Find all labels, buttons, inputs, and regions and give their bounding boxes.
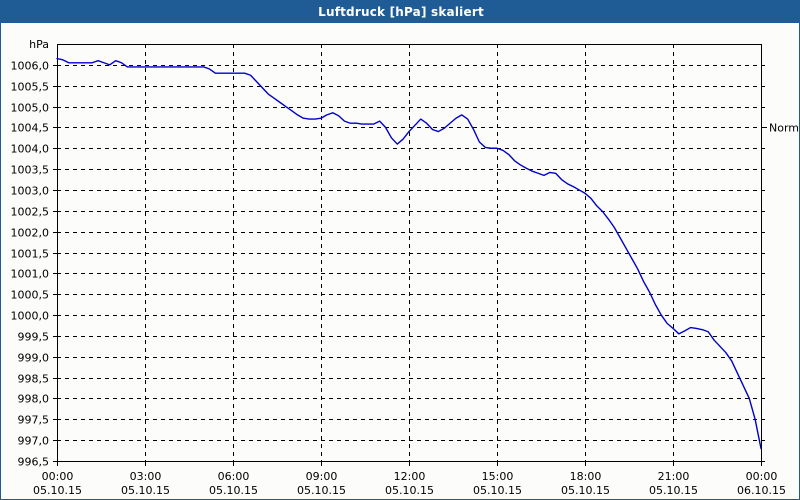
chart-canvas: 1006,0 1005,5 1005,0 1004,5 1004,0 1003,5 1003…	[1, 23, 799, 499]
x-axis-date-label: 05.10.15	[297, 484, 346, 497]
x-axis-time-label: 06:00	[218, 470, 250, 483]
y-axis-tick-label: 1001,5	[11, 248, 50, 261]
pressure-line-chart: 1006,0 1005,5 1005,0 1004,5 1004,0 1003,5 1003…	[11, 38, 800, 497]
gridlines	[57, 44, 761, 462]
window-title-bar: Luftdruck [hPa] skaliert	[1, 1, 800, 23]
annotations: Normal	[761, 122, 799, 135]
plot-frame	[57, 44, 762, 462]
y-axis-labels: 1006,0 1005,5 1005,0 1004,5 1004,0 1003,5 1003…	[11, 38, 50, 469]
y-axis-tick-label: 1003,5	[11, 164, 50, 177]
y-axis-tick-label: 1002,0	[11, 227, 50, 240]
y-axis-tick-label: 1005,0	[11, 102, 50, 115]
x-axis-date-label: 05.10.15	[121, 484, 170, 497]
y-axis-tick-label: 996,5	[18, 456, 50, 469]
y-axis-tick-label: 998,5	[18, 373, 50, 386]
x-axis-time-label: 00:00	[42, 470, 74, 483]
y-axis-unit-label: hPa	[29, 38, 49, 51]
y-axis-tick-label: 997,0	[18, 435, 50, 448]
y-axis-tick-label: 999,0	[18, 352, 50, 365]
x-axis-time-label: 18:00	[570, 470, 602, 483]
x-axis-time-label: 21:00	[658, 470, 690, 483]
x-axis-date-label: 05.10.15	[561, 484, 610, 497]
x-axis-time-label: 03:00	[130, 470, 162, 483]
y-axis-tick-label: 1006,0	[11, 60, 50, 73]
x-axis-time-label: 00:00	[746, 470, 778, 483]
y-axis-tick-label: 1003,0	[11, 185, 50, 198]
data-series	[56, 57, 762, 450]
x-axis-labels: 00:0005.10.1503:0005.10.1506:0005.10.150…	[33, 470, 786, 497]
y-axis-tick-label: 1004,5	[11, 122, 50, 135]
normal-annotation-label: Normal	[769, 122, 799, 135]
y-axis-tick-label: 1004,0	[11, 143, 50, 156]
pressure-data-line	[56, 57, 762, 450]
x-axis-time-label: 15:00	[482, 470, 514, 483]
y-axis-tick-label: 1002,5	[11, 206, 50, 219]
x-axis-date-label: 06.10.15	[737, 484, 786, 497]
window-title: Luftdruck [hPa] skaliert	[318, 5, 484, 19]
y-axis-tick-label: 1000,5	[11, 289, 50, 302]
axes	[53, 44, 765, 466]
x-axis-date-label: 05.10.15	[385, 484, 434, 497]
x-axis-time-label: 12:00	[394, 470, 426, 483]
x-axis-date-label: 05.10.15	[649, 484, 698, 497]
y-axis-tick-label: 1005,5	[11, 81, 50, 94]
y-axis-tick-label: 998,0	[18, 393, 50, 406]
y-axis-tick-label: 1001,0	[11, 268, 50, 281]
x-axis-date-label: 05.10.15	[473, 484, 522, 497]
x-axis-time-label: 09:00	[306, 470, 338, 483]
x-axis-date-label: 05.10.15	[209, 484, 258, 497]
y-axis-tick-label: 1000,0	[11, 310, 50, 323]
y-axis-tick-label: 999,5	[18, 331, 50, 344]
x-axis-date-label: 05.10.15	[33, 484, 82, 497]
y-axis-tick-label: 997,5	[18, 414, 50, 427]
